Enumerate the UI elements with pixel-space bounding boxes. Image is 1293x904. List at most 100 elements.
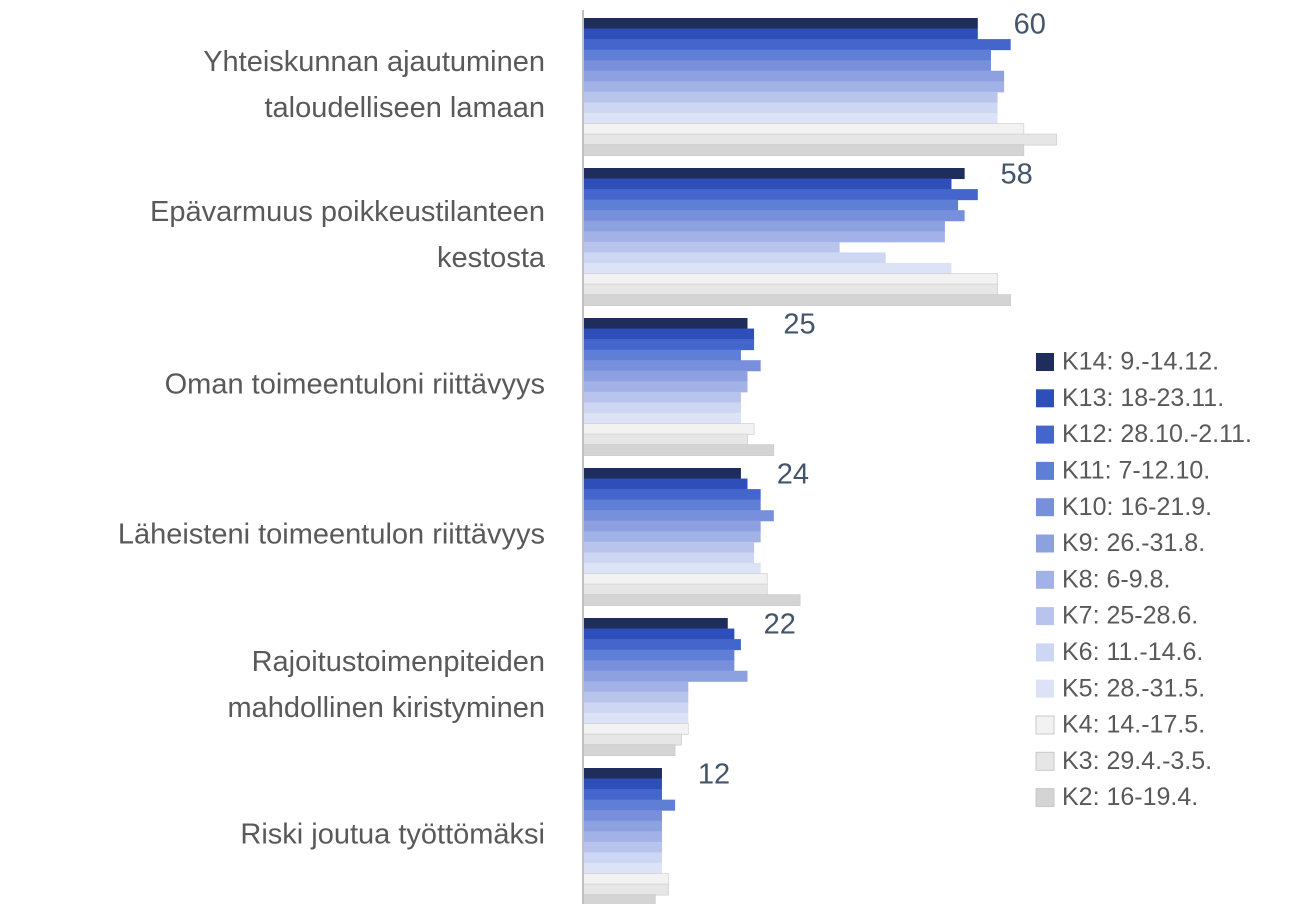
bar (583, 231, 945, 243)
legend-swatch (1035, 788, 1055, 808)
bar (583, 360, 761, 372)
legend-label: K5: 28.-31.5. (1062, 674, 1205, 702)
bar (582, 433, 748, 446)
legend-label: K10: 16-21.9. (1062, 493, 1212, 521)
bar (582, 294, 1012, 306)
bar (583, 520, 761, 532)
bar (583, 852, 662, 864)
bar (583, 220, 945, 232)
bar (583, 252, 886, 264)
bar (583, 660, 735, 672)
bar (583, 241, 840, 253)
bar (583, 402, 741, 414)
bar (583, 768, 662, 780)
legend-swatch (1036, 461, 1054, 480)
bar (583, 178, 952, 190)
legend-swatch (1036, 607, 1054, 626)
legend-swatch (1036, 570, 1054, 589)
bar (583, 712, 689, 724)
bar (583, 70, 1005, 82)
data-label: 25 (783, 309, 815, 341)
bar (583, 478, 748, 490)
bar (583, 489, 761, 501)
bar (583, 60, 991, 72)
data-label: 60 (1014, 9, 1046, 41)
bar (583, 468, 741, 480)
bar (583, 391, 741, 403)
bar (582, 733, 682, 746)
legend-label: K11: 7-12.10. (1062, 457, 1210, 485)
bar (582, 883, 669, 896)
bar (582, 573, 768, 585)
bar (582, 744, 676, 756)
bar (583, 18, 978, 30)
bar (583, 831, 662, 843)
bar (583, 318, 748, 330)
bar (583, 810, 662, 822)
bar (583, 639, 741, 651)
bar (583, 670, 748, 682)
legend-label: K12: 28.10.-2.11. (1062, 420, 1252, 448)
legend-swatch (1035, 715, 1055, 735)
bar (582, 144, 1025, 156)
bar (583, 91, 998, 103)
bar (583, 691, 689, 703)
bar (583, 681, 689, 693)
legend-label: K2: 16-19.4. (1062, 783, 1198, 811)
category-label: Läheisteni toimeentulon riittävyys (118, 519, 545, 551)
data-label: 22 (764, 609, 796, 641)
bar (583, 628, 735, 640)
bar (582, 594, 801, 606)
bar (583, 618, 728, 630)
bar (583, 702, 689, 714)
bar (583, 339, 755, 351)
bar (583, 49, 991, 61)
bar (583, 28, 978, 40)
bar (583, 349, 741, 361)
bar (583, 168, 965, 180)
bar (583, 820, 662, 832)
legend-label: K7: 25-28.6. (1062, 602, 1198, 630)
bar (583, 531, 761, 543)
category-label: Oman toimeentuloni riittävyys (165, 369, 545, 401)
bar (583, 499, 761, 511)
bar (582, 723, 689, 735)
legend-label: K8: 6-9.8. (1062, 565, 1170, 593)
bar (582, 133, 1058, 146)
legend-label: K4: 14.-17.5. (1062, 711, 1205, 739)
bar (583, 412, 741, 424)
category-label: Rajoitustoimenpiteiden mahdollinen kirist… (227, 646, 545, 724)
legend-swatch (1036, 353, 1054, 371)
bar (583, 210, 965, 222)
legend-swatch (1035, 751, 1055, 771)
legend-label: K13: 18-23.11. (1062, 384, 1224, 412)
legend-label: K6: 11.-14.6. (1062, 638, 1203, 666)
data-label: 12 (698, 759, 730, 791)
bar (583, 370, 748, 382)
bar (582, 444, 775, 456)
data-label: 58 (1001, 159, 1033, 191)
data-label: 24 (777, 459, 809, 491)
bar (583, 510, 774, 522)
legend-swatch (1036, 389, 1054, 408)
bar (583, 112, 998, 124)
category-label: Epävarmuus poikkeustilanteen kestosta (150, 196, 546, 274)
bar (583, 649, 735, 661)
legend-label: K14: 9.-14.12. (1062, 348, 1219, 376)
bar (582, 423, 755, 435)
bar (583, 778, 662, 790)
category-label: Riski joutua työttömäksi (240, 819, 545, 851)
legend-swatch (1036, 643, 1054, 662)
bar (583, 799, 676, 811)
bar (583, 789, 662, 801)
bar (582, 873, 669, 885)
bar (583, 841, 662, 853)
legend-swatch (1036, 425, 1054, 444)
bar (582, 123, 1025, 135)
bar (583, 552, 755, 564)
bar (583, 862, 662, 874)
bar (583, 39, 1011, 51)
bar (582, 583, 768, 596)
